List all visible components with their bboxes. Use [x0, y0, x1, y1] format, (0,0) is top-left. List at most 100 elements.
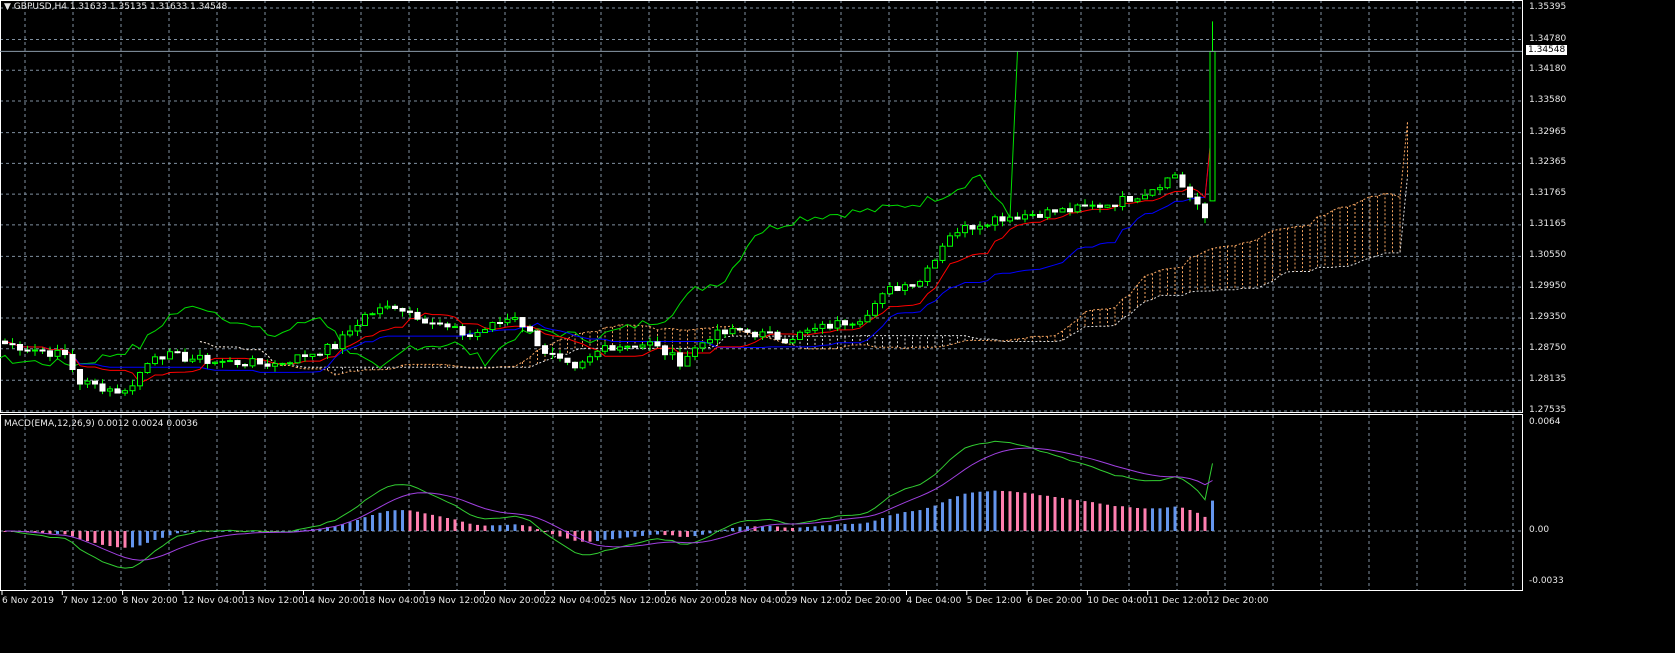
candle: [1209, 21, 1216, 202]
chikou-span: [0, 51, 1018, 369]
candle: [2, 338, 8, 345]
candle-body: [1029, 213, 1036, 216]
candle-body: [932, 259, 938, 269]
candle-body: [849, 323, 856, 326]
candle: [392, 304, 398, 311]
candle: [992, 214, 998, 231]
macd-bar: [251, 530, 254, 532]
candle: [1172, 172, 1178, 179]
macd-bar: [326, 526, 329, 531]
candle: [1194, 192, 1201, 210]
macd-bar: [296, 530, 299, 532]
candle: [489, 321, 496, 332]
macd-bar: [363, 517, 367, 531]
candle-body: [77, 369, 83, 385]
macd-bar: [678, 531, 682, 537]
candle-body: [842, 320, 848, 326]
candle: [399, 307, 406, 317]
time-axis-label: 6 Dec 20:00: [1027, 596, 1082, 606]
time-axis-label: 20 Nov 20:00: [484, 596, 546, 606]
macd-bar: [221, 530, 224, 532]
candle-body: [302, 354, 308, 357]
price-axis-label: 1.29350: [1529, 311, 1567, 322]
candle-body: [407, 310, 413, 313]
candle: [1112, 204, 1118, 212]
candle-body: [212, 361, 218, 364]
macd-bar: [596, 531, 599, 542]
macd-bar: [131, 531, 134, 548]
candle-body: [804, 329, 811, 333]
candle-body: [324, 343, 331, 356]
macd-bar: [438, 516, 442, 531]
candle: [137, 371, 143, 390]
candle-body: [362, 313, 368, 327]
candle: [77, 369, 83, 391]
candle: [182, 348, 188, 363]
candle-body: [32, 349, 38, 352]
candle-body: [332, 343, 338, 350]
candle: [692, 346, 698, 361]
candle: [189, 354, 196, 364]
candle-body: [242, 364, 248, 367]
candle: [1022, 209, 1028, 223]
candle-body: [69, 354, 76, 371]
candle-body: [2, 340, 8, 345]
triangle-down-icon[interactable]: ▼: [4, 2, 11, 12]
candle-body: [1007, 216, 1013, 222]
candle-body: [639, 344, 646, 348]
candle: [849, 322, 856, 329]
candle: [234, 359, 241, 368]
candle-body: [504, 318, 511, 324]
candle: [99, 379, 106, 395]
candle: [1119, 191, 1126, 211]
macd-bar: [198, 530, 202, 532]
macd-bar: [903, 512, 907, 531]
candle: [384, 300, 391, 310]
candle: [197, 349, 203, 363]
macd-bar: [1031, 493, 1034, 531]
macd-bar: [1113, 506, 1117, 531]
macd-bar: [551, 531, 554, 535]
candle: [1127, 195, 1133, 202]
macd-bar: [228, 530, 232, 532]
macd-bar: [663, 531, 667, 536]
candle-body: [84, 380, 91, 385]
candle: [677, 348, 683, 370]
candle: [654, 336, 661, 347]
macd-bar: [836, 524, 839, 531]
candles: [2, 21, 1216, 397]
candle: [834, 316, 841, 331]
candle-body: [137, 372, 143, 387]
candle-body: [632, 345, 638, 348]
candle-body: [1127, 195, 1133, 202]
candle-body: [714, 329, 721, 341]
candle: [1149, 189, 1156, 197]
candle-body: [459, 326, 466, 336]
macd-bar: [566, 531, 569, 539]
candle-body: [602, 345, 608, 352]
macd-histogram: [3, 490, 1214, 548]
candle-body: [872, 302, 878, 316]
candle: [129, 379, 136, 395]
macd-bar: [108, 531, 112, 547]
candle-body: [1164, 177, 1171, 189]
macd-bar: [858, 523, 862, 531]
main-pane-border: [0, 0, 1523, 413]
macd-bar: [1196, 512, 1199, 531]
candle: [369, 312, 376, 316]
candle-body: [729, 328, 736, 335]
price-axis-label: 1.28750: [1529, 342, 1567, 353]
candle: [39, 347, 46, 354]
candle: [759, 328, 766, 341]
candle: [1029, 210, 1036, 217]
macd-bar: [881, 517, 884, 531]
candle: [774, 330, 781, 340]
candle-body: [264, 363, 271, 367]
candle: [144, 362, 151, 374]
macd-bar: [461, 521, 464, 531]
candle: [219, 358, 226, 368]
candle-body: [684, 355, 691, 367]
candle: [1082, 199, 1088, 208]
macd-bar: [933, 505, 937, 531]
